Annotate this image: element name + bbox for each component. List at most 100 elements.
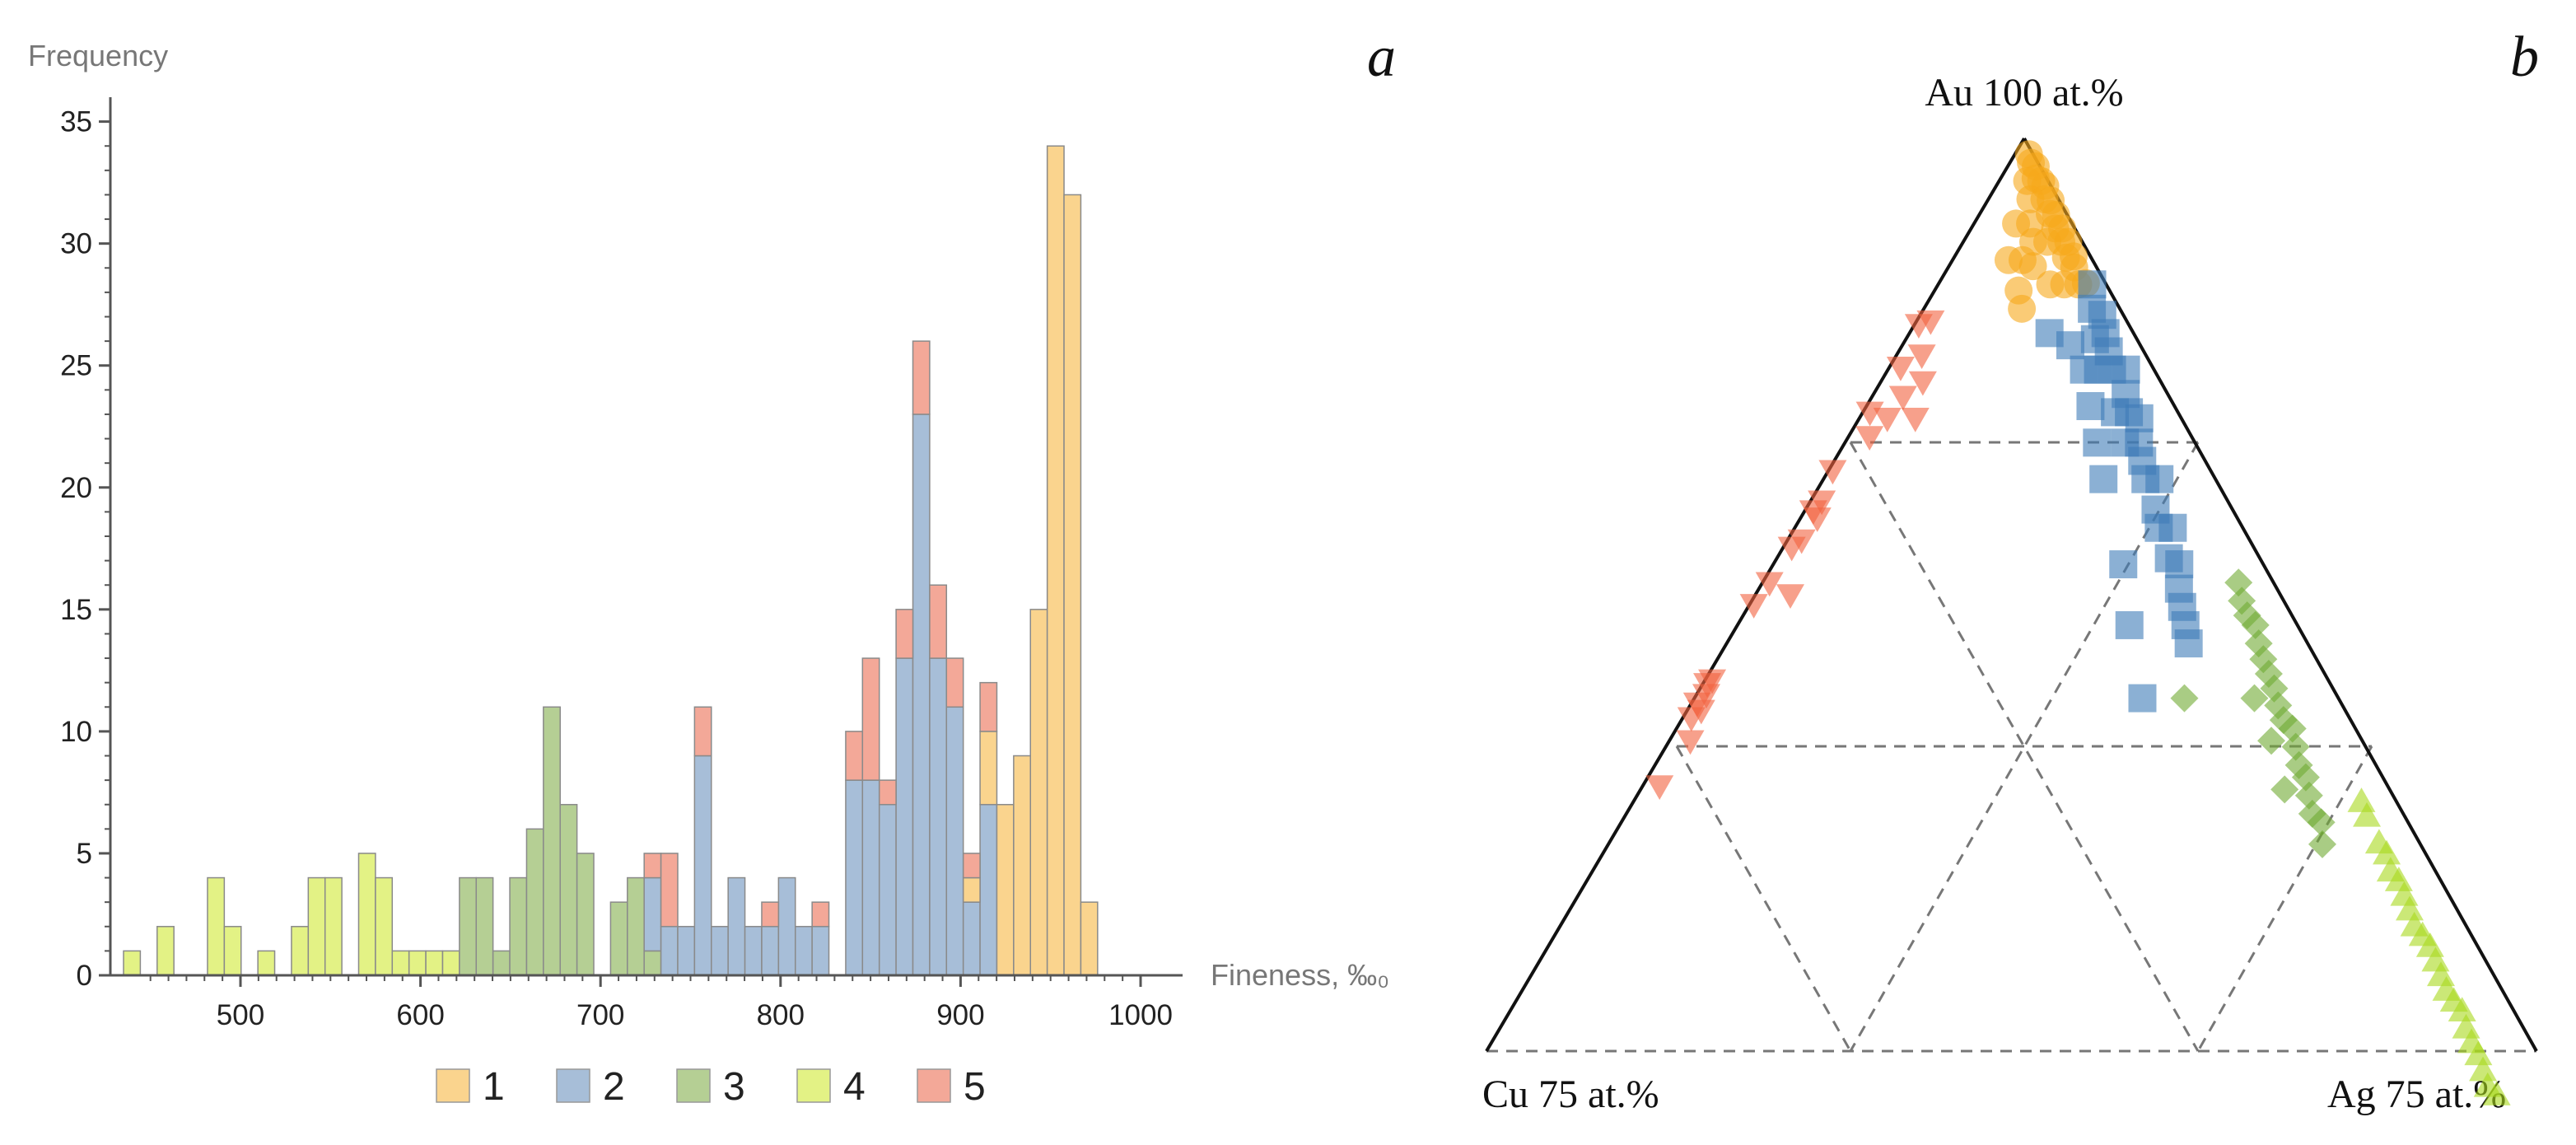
point-series-3	[2294, 781, 2323, 810]
bar-series-2	[677, 926, 696, 976]
point-series-4	[2464, 1040, 2493, 1066]
bar-series-5	[693, 706, 712, 757]
x-tick-label: 700	[576, 999, 624, 1031]
bar-series-4	[207, 876, 226, 976]
point-series-2	[2056, 331, 2084, 360]
bar-series-3	[509, 876, 528, 976]
bar-series-2	[744, 926, 763, 976]
point-series-4	[2395, 895, 2424, 921]
bar-series-4	[156, 926, 175, 976]
ternary-panel: b Au 100 at.% Cu 75 at.% Ag 75 at.%	[1482, 26, 2539, 1116]
bar-series-1	[979, 731, 998, 806]
point-series-2	[2076, 392, 2105, 421]
point-series-5	[1855, 401, 1884, 427]
bar-series-1	[1080, 901, 1099, 976]
point-series-5	[1888, 386, 1917, 411]
bar-series-2	[794, 926, 813, 976]
legend-label-3: 3	[723, 1065, 745, 1109]
y-tick-label: 5	[77, 838, 92, 870]
bar-series-5	[945, 657, 964, 708]
point-series-2	[2070, 355, 2098, 384]
x-axis-ticks: 500 600 700 800 900 1000	[149, 975, 1173, 1031]
ternary-points	[1645, 140, 2511, 1105]
bar-series-3	[459, 876, 478, 976]
ternary-grid	[1486, 441, 2536, 1053]
point-series-2	[2083, 428, 2112, 457]
point-series-2	[2165, 550, 2194, 579]
point-series-2	[2109, 550, 2138, 579]
point-series-5	[1776, 584, 1804, 609]
bar-series-4	[408, 950, 427, 976]
point-series-1	[2013, 166, 2042, 195]
corner-label-top: Au 100 at.%	[1925, 71, 2123, 114]
bar-series-2	[845, 779, 864, 976]
bar-series-4	[257, 950, 276, 976]
legend-label-1: 1	[483, 1065, 505, 1109]
point-series-2	[2089, 465, 2118, 493]
bar-series-2	[811, 926, 830, 976]
bar-series-2	[693, 755, 712, 976]
bar-series-1	[1029, 609, 1048, 976]
bar-series-5	[979, 681, 998, 732]
point-series-1	[2018, 252, 2047, 281]
bar-series-2	[660, 926, 679, 976]
y-tick-label: 20	[60, 472, 92, 504]
bar-series-4	[291, 926, 310, 976]
point-series-5	[1777, 536, 1806, 562]
bar-series-5	[660, 853, 679, 928]
bar-series-4	[441, 950, 460, 976]
point-series-4	[2448, 997, 2476, 1021]
grid-line-cu-25	[1849, 442, 2200, 1052]
point-series-5	[1693, 673, 1722, 698]
bar-series-3	[525, 828, 544, 976]
x-tick-label: 600	[396, 999, 444, 1031]
x-tick-label: 900	[936, 999, 984, 1031]
point-series-4	[2353, 802, 2382, 827]
bar-series-5	[845, 731, 864, 781]
x-tick-label: 1000	[1108, 999, 1173, 1031]
legend-swatch-3	[676, 1068, 711, 1103]
legend-swatch-2	[556, 1068, 590, 1103]
legend-swatch-4	[796, 1068, 831, 1103]
bar-series-4	[123, 950, 142, 976]
bar-series-4	[357, 853, 376, 976]
bar-series-3	[559, 803, 578, 976]
point-series-3	[2278, 714, 2307, 743]
bar-series-2	[761, 926, 780, 976]
point-series-5	[1645, 775, 1674, 800]
point-series-5	[1818, 460, 1847, 485]
x-tick-label: 800	[757, 999, 805, 1031]
bar-series-2	[711, 926, 729, 976]
point-series-1	[2008, 294, 2037, 323]
histogram-panel: Frequency a 500 600 700 800 900 1000 05101520…	[28, 26, 1396, 1109]
bar-series-2	[643, 876, 662, 952]
legend-swatch-5	[917, 1068, 951, 1103]
y-tick-label: 25	[60, 350, 92, 382]
point-series-3	[2257, 727, 2286, 755]
grid-line-ag-50	[1675, 745, 1852, 1052]
point-series-2	[2112, 355, 2140, 384]
point-series-5	[1677, 707, 1706, 732]
point-series-3	[2170, 684, 2199, 713]
point-series-3	[2224, 568, 2253, 597]
point-series-5	[1682, 692, 1711, 717]
bar-series-3	[492, 950, 511, 976]
x-tick-label: 500	[217, 999, 264, 1031]
bar-series-4	[324, 876, 343, 976]
point-series-5	[1916, 310, 1945, 335]
point-series-2	[2078, 270, 2107, 299]
point-series-3	[2240, 684, 2269, 713]
bar-series-4	[425, 950, 444, 976]
grid-line-ag-25	[1849, 442, 2200, 1052]
bar-series-4	[223, 926, 242, 976]
y-tick-label: 35	[60, 106, 92, 138]
point-series-5	[1676, 730, 1705, 755]
bar-series-2	[962, 901, 981, 976]
y-tick-label: 15	[60, 594, 92, 626]
legend: 1 2 3 4 5	[436, 1065, 986, 1109]
edge-au-ag	[2023, 138, 2538, 1052]
bar-series-3	[643, 950, 662, 976]
point-series-3	[2307, 808, 2336, 837]
bar-series-2	[945, 706, 964, 976]
